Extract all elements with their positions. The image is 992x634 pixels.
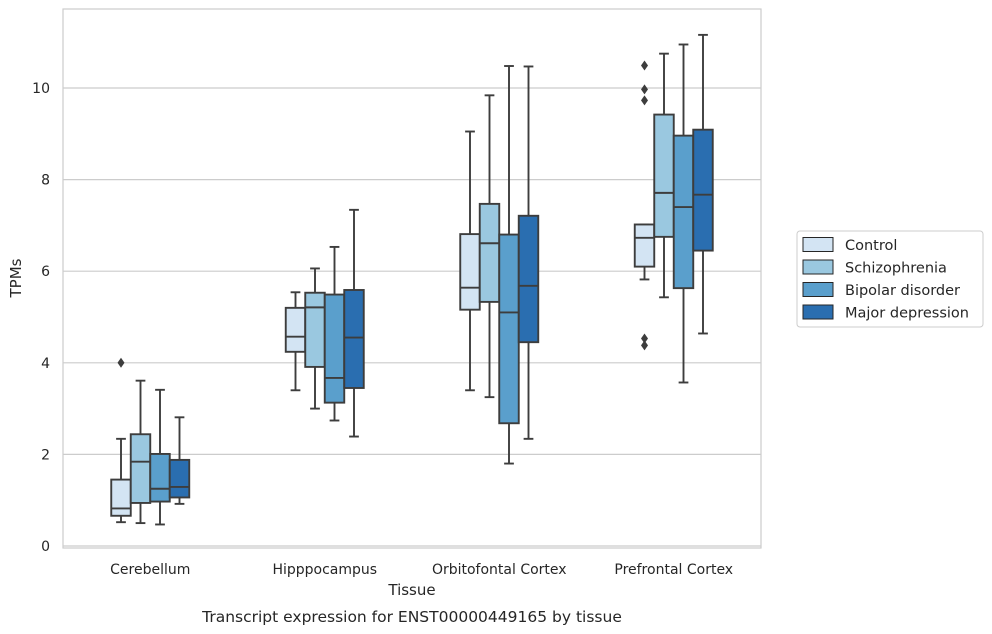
box-body	[149, 452, 171, 503]
box-4-4	[692, 33, 714, 335]
box-2-1	[284, 291, 307, 392]
legend-swatch	[802, 237, 834, 252]
box-body	[284, 306, 307, 353]
box-1-3	[149, 388, 171, 526]
box-body	[323, 293, 346, 404]
box-1-1	[110, 357, 132, 524]
box-4-2	[653, 52, 675, 299]
box-4-3	[672, 43, 695, 384]
box-body	[653, 113, 675, 238]
outlier-point	[641, 60, 648, 71]
y-tick-label: 2	[41, 447, 50, 463]
legend: Control Schizophrenia Bipolar disorder Majo…	[796, 230, 984, 328]
legend-label: Control	[845, 238, 897, 254]
x-tick-labels: Cerebellum Hipppocampus Orbitofontal Corte…	[110, 562, 733, 578]
outlier-point	[641, 333, 648, 344]
box-3-1	[459, 130, 481, 392]
box-body	[672, 134, 695, 290]
legend-items: Control Schizophrenia Bipolar disorder Majo…	[802, 237, 969, 322]
box-body	[498, 233, 520, 425]
legend-label: Bipolar disorder	[845, 283, 960, 299]
box-2-2	[304, 267, 326, 410]
y-tick-label: 8	[41, 173, 50, 189]
outlier-point	[641, 95, 648, 106]
outlier-point	[117, 357, 125, 368]
box-body	[459, 233, 481, 311]
box-body	[343, 289, 365, 389]
box-body	[692, 128, 714, 252]
outlier-point	[641, 84, 648, 95]
x-tick-label: Prefrontal Cortex	[614, 562, 733, 578]
y-axis-title: TPMs	[7, 258, 25, 298]
x-tick-label: Orbitofontal Cortex	[432, 562, 567, 578]
y-tick-label: 10	[32, 81, 50, 97]
x-axis-title: Tissue	[387, 581, 435, 599]
box-body	[129, 433, 152, 504]
box-body	[633, 223, 656, 268]
box-body	[478, 202, 501, 303]
box-3-3	[498, 65, 520, 465]
legend-frame	[796, 230, 984, 328]
box-body	[168, 458, 191, 499]
x-tick-label: Hipppocampus	[272, 562, 377, 578]
legend-label: Major depression	[845, 306, 969, 322]
outlier-point	[641, 340, 648, 351]
box-body	[304, 291, 326, 368]
legend-swatch	[802, 304, 834, 320]
boxes-layer	[110, 33, 714, 526]
y-tick-labels: 0 2 4 6 8 10	[32, 81, 50, 555]
box-body	[517, 214, 540, 344]
box-1-4	[168, 416, 191, 505]
box-1-2	[129, 379, 152, 525]
legend-swatch	[802, 282, 834, 297]
y-tick-label: 6	[41, 264, 50, 280]
box-2-4	[343, 208, 365, 438]
box-4-1	[633, 60, 656, 351]
legend-swatch	[802, 259, 834, 275]
chart-caption: Transcript expression for ENST0000044916…	[201, 608, 622, 626]
x-tick-label: Cerebellum	[110, 562, 190, 578]
legend-label: Schizophrenia	[845, 261, 947, 277]
box-body	[110, 478, 132, 517]
box-3-2	[478, 94, 501, 399]
y-tick-label: 0	[41, 539, 50, 555]
box-3-4	[517, 65, 540, 440]
plot-frame	[62, 8, 762, 549]
y-tick-label: 4	[41, 356, 50, 372]
box-2-3	[323, 245, 346, 422]
